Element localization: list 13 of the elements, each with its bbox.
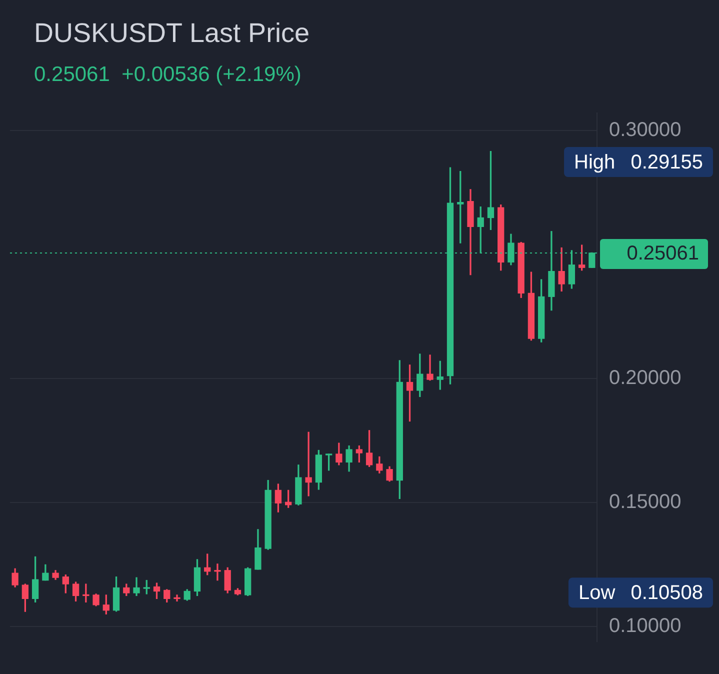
y-tick-label: 0.15000 (609, 491, 682, 514)
candlestick (214, 564, 221, 581)
ref-line-label: 0.25061 (626, 242, 699, 264)
y-tick-label: 0.20000 (609, 367, 682, 390)
chart-title: DUSKUSDT Last Price (34, 18, 310, 49)
candlestick (305, 432, 312, 496)
y-tick-label: 0.30000 (609, 118, 682, 141)
candlestick (426, 354, 434, 381)
y-tick-label: 0.10000 (609, 615, 682, 638)
chart-subtitle: 0.25061 +0.00536 (+2.19%) (34, 63, 302, 87)
annotation: Low 0.10508 (578, 582, 703, 604)
candlestick (174, 594, 180, 602)
annotation: High 0.29155 (574, 152, 703, 174)
